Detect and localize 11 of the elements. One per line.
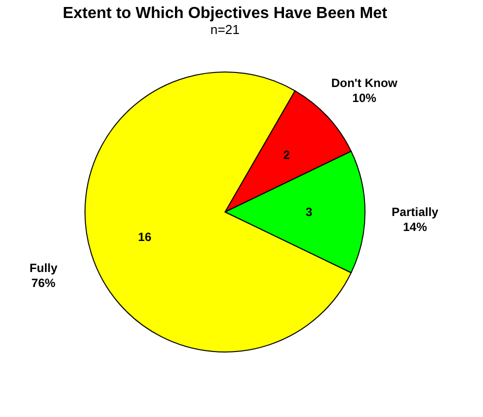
data-label: 3: [306, 205, 313, 219]
slice-label: Partially: [392, 205, 439, 219]
data-label: 16: [138, 230, 152, 244]
text: 14%: [402, 220, 428, 234]
text: 10%: [352, 90, 377, 105]
data-label: 2: [283, 148, 290, 162]
text: 76%: [31, 276, 56, 290]
slice-label: Don't Know: [331, 76, 398, 90]
chart-subtitle: n=21: [210, 22, 240, 37]
chart-title: Extent to Which Objectives Have Been Met: [62, 5, 388, 22]
slice-label: Fully: [29, 261, 58, 276]
